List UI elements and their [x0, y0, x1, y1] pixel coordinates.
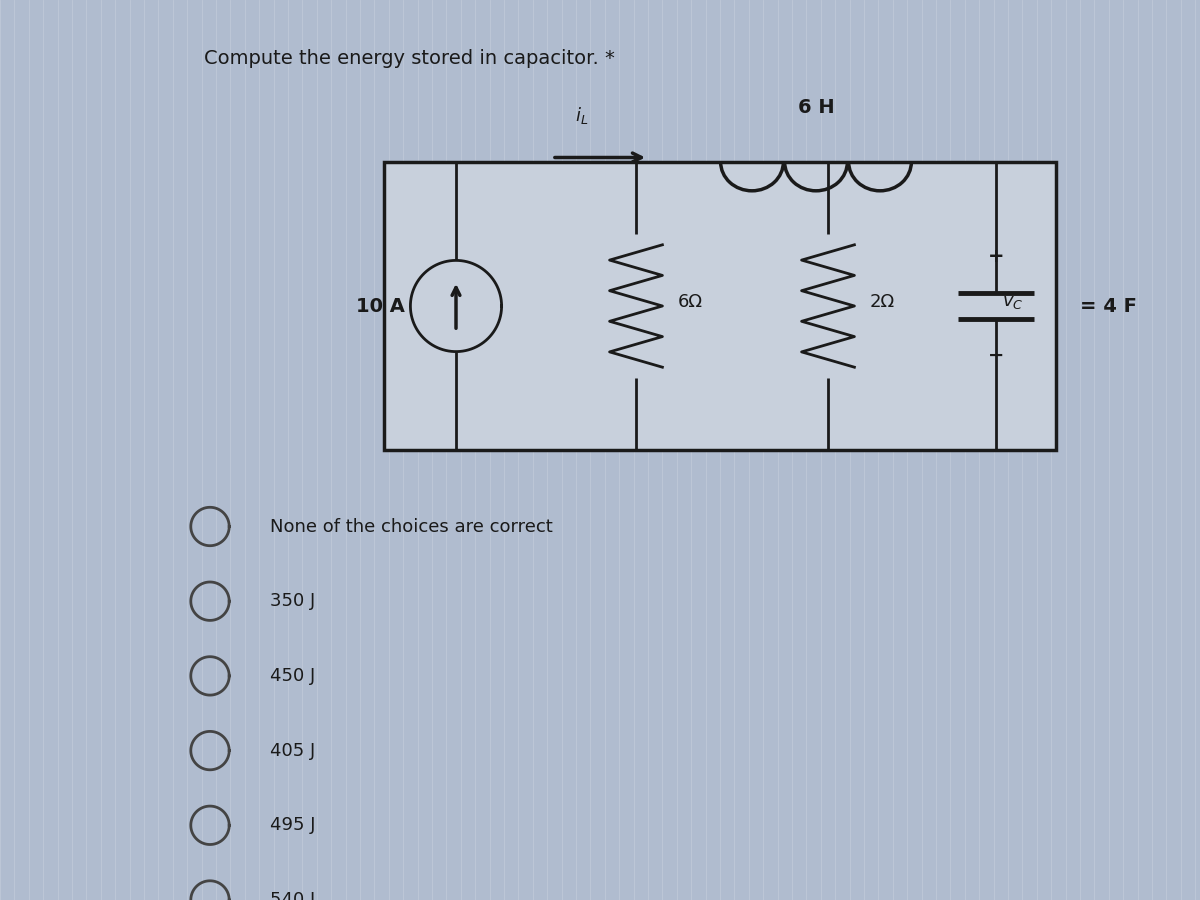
Text: $i_L$: $i_L$: [575, 105, 588, 126]
Bar: [384, 162, 1056, 450]
Text: −: −: [988, 346, 1004, 365]
Text: 6 H: 6 H: [798, 98, 834, 117]
Text: Compute the energy stored in capacitor. *: Compute the energy stored in capacitor. …: [204, 50, 614, 68]
Text: 6Ω: 6Ω: [678, 292, 703, 310]
Text: 405 J: 405 J: [270, 742, 316, 760]
Text: 540 J: 540 J: [270, 891, 316, 900]
Text: +: +: [988, 248, 1004, 266]
Text: 450 J: 450 J: [270, 667, 316, 685]
Text: 2Ω: 2Ω: [870, 292, 895, 310]
Text: = 4 F: = 4 F: [1080, 296, 1136, 316]
Text: 350 J: 350 J: [270, 592, 316, 610]
Text: 10 A: 10 A: [355, 296, 404, 316]
Text: $v_C$: $v_C$: [1002, 292, 1024, 310]
Text: 495 J: 495 J: [270, 816, 316, 834]
Text: None of the choices are correct: None of the choices are correct: [270, 518, 553, 536]
